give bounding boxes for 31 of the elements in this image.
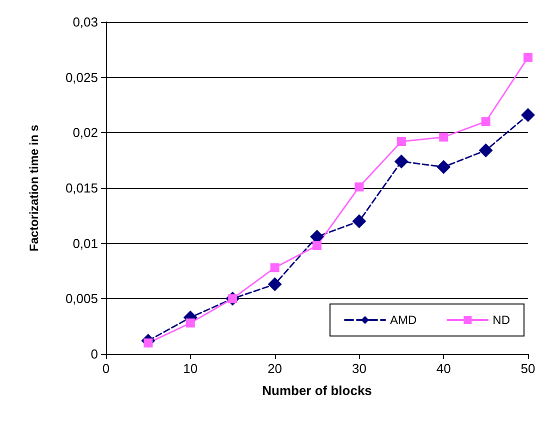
point xyxy=(478,143,493,158)
point xyxy=(439,132,448,142)
point xyxy=(268,277,282,292)
y-tick-label: 0 xyxy=(90,346,98,362)
y-tick-label: 0,025 xyxy=(65,70,98,85)
y-tick-label: 0,005 xyxy=(65,291,98,306)
x-tick-label: 0 xyxy=(102,361,110,376)
x-axis-title: Number of blocks xyxy=(262,383,372,398)
point xyxy=(521,108,535,122)
x-tick-label: 30 xyxy=(352,361,366,376)
x-tick-label: 40 xyxy=(436,361,451,376)
point xyxy=(481,117,490,126)
legend-label: ND xyxy=(492,313,510,327)
legend-label: AMD xyxy=(390,313,417,327)
y-tick-label: 0,03 xyxy=(72,14,98,30)
point xyxy=(312,241,322,250)
y-tick-label: 0,01 xyxy=(72,236,98,251)
x-tick-label: 10 xyxy=(183,361,198,376)
y-tick-label: 0,015 xyxy=(65,180,98,196)
point xyxy=(436,160,451,174)
point xyxy=(270,263,280,272)
point xyxy=(352,214,366,228)
y-tick-label: 0,02 xyxy=(72,125,98,140)
point xyxy=(524,52,532,62)
point xyxy=(396,137,406,146)
point xyxy=(354,182,364,192)
x-tick-label: 20 xyxy=(268,361,282,376)
y-axis-title: Factorization time in s xyxy=(27,124,41,252)
point xyxy=(394,154,408,168)
point xyxy=(186,318,195,328)
x-tick-label: 50 xyxy=(520,361,536,376)
